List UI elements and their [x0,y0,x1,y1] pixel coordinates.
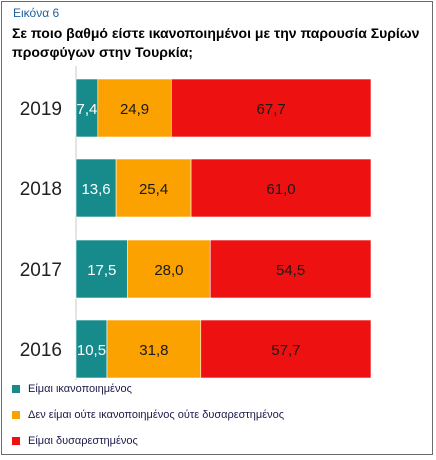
bar-neutral-2016 [106,319,202,379]
category-label-2016: 2016 [20,340,62,361]
bar-satisfied-2017 [75,239,128,299]
data-label-satisfied-2018: 13,6 [81,181,110,198]
data-label-neutral-2019: 24,9 [120,101,149,118]
category-label-2019: 2019 [20,99,62,120]
data-label-dissatisfied-2017: 54,5 [276,262,305,279]
data-label-neutral-2017: 28,0 [154,262,183,279]
data-label-satisfied-2017: 17,5 [87,262,116,279]
data-label-dissatisfied-2019: 67,7 [257,101,286,118]
bar-satisfied-2018 [75,158,117,218]
legend-item-neutral: Δεν είμαι ούτε ικανοποιημένος ούτε δυσαρ… [12,408,422,422]
data-label-satisfied-2019: 7,4 [76,101,97,118]
data-label-dissatisfied-2016: 57,7 [271,342,300,359]
category-label-2018: 2018 [20,179,62,200]
legend-swatch-satisfied [12,385,20,393]
bar-dissatisfied-2018 [190,158,372,218]
chart-frame [1,1,433,455]
bar-neutral-2017 [127,239,211,299]
data-label-satisfied-2016: 10,5 [77,342,106,359]
bar-satisfied-2016 [75,319,108,379]
legend-swatch-neutral [12,411,20,419]
bar-neutral-2018 [115,158,192,218]
legend-label-dissatisfied: Είμαι δυσαρεστημένος [28,435,138,447]
category-label-2017: 2017 [20,260,62,281]
legend-item-dissatisfied: Είμαι δυσαρεστημένος [12,434,422,448]
legend-item-satisfied: Είμαι ικανοποιημένος [12,382,422,396]
stacked-bar-chart: 2019 7,4 24,9 67,7 2018 13,6 25,4 61,0 2017 17,5 2… [20,66,372,380]
legend: Είμαι ικανοποιημένος Δεν είμαι ούτε ικαν… [12,382,422,460]
legend-label-neutral: Δεν είμαι ούτε ικανοποιημένος ούτε δυσαρ… [28,409,285,421]
bar-dissatisfied-2017 [209,239,372,299]
chart-title: Σε ποιο βαθμό είστε ικανοποιημένοι με τη… [12,25,420,60]
data-label-neutral-2018: 25,4 [139,181,168,198]
data-label-dissatisfied-2018: 61,0 [266,181,295,198]
legend-swatch-dissatisfied [12,437,20,445]
bar-dissatisfied-2019 [170,78,372,138]
bar-neutral-2019 [97,78,172,138]
bar-dissatisfied-2016 [200,319,372,379]
figure-label: Εικόνα 6 [13,6,60,20]
data-label-neutral-2016: 31,8 [139,342,168,359]
legend-label-satisfied: Είμαι ικανοποιημένος [28,383,132,395]
